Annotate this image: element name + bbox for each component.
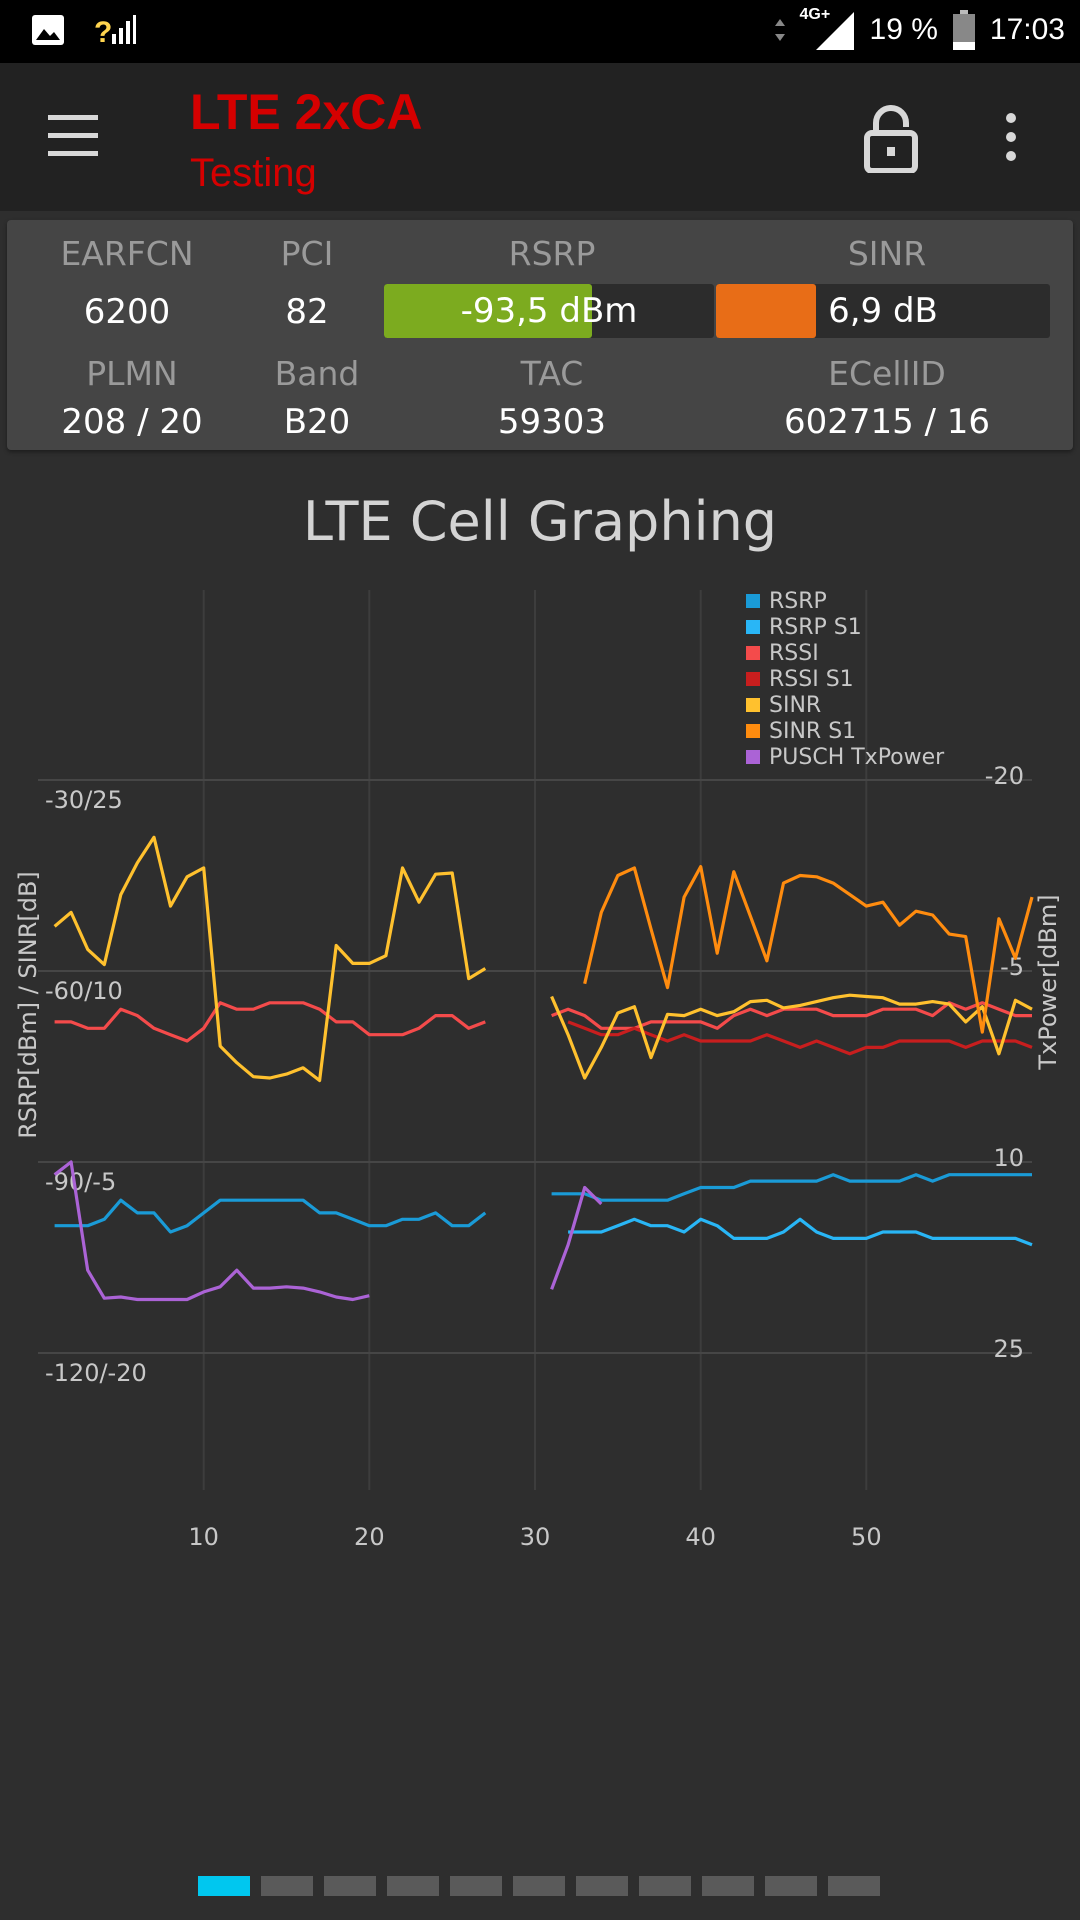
page-indicator-dot[interactable] (198, 1876, 250, 1896)
data-activity-icon (774, 19, 785, 41)
legend-entry: RSSI S1 (769, 667, 854, 692)
page-indicator-dot[interactable] (765, 1876, 817, 1896)
legend-swatch (746, 646, 760, 660)
status-bar: ? 4G+ 19 % 17:03 (0, 0, 1080, 63)
x-tick-label: 10 (188, 1523, 219, 1551)
legend-swatch (746, 620, 760, 634)
series-line-sinr (550, 993, 1033, 1080)
page-indicator-dot[interactable] (450, 1876, 502, 1896)
page-indicator-dot[interactable] (576, 1876, 628, 1896)
plmn-value: 208 / 20 (61, 402, 203, 442)
sinr-label: SINR (847, 234, 927, 273)
cell-info-panel: EARFCN PCI RSRP SINR 6200 82 -93,5 dBm 6… (7, 220, 1073, 450)
page-indicator-dot[interactable] (324, 1876, 376, 1896)
x-tick-label: 20 (354, 1523, 385, 1551)
app-title: LTE 2xCA (190, 84, 423, 140)
rsrp-label: RSRP (508, 234, 596, 273)
x-tick-label: 30 (520, 1523, 551, 1551)
legend-swatch (746, 750, 760, 764)
x-tick-label: 40 (685, 1523, 716, 1551)
clock: 17:03 (989, 13, 1065, 46)
more-options-icon[interactable] (1006, 113, 1026, 161)
legend-entry: RSSI (769, 641, 819, 666)
chart-area: -30/25 -60/10 -90/-5 -120/-20 -20 -5 10 25 10 20 3… (0, 580, 1080, 1560)
x-tick-label: 50 (851, 1523, 882, 1551)
y-tick-label: -30/25 (45, 786, 123, 814)
app-bar: LTE 2xCA Testing (0, 63, 1080, 211)
series-line-rsrp (551, 1173, 1032, 1202)
svg-text:?: ? (94, 16, 112, 48)
plmn-label: PLMN (86, 354, 178, 393)
legend-entry: RSRP (769, 589, 827, 614)
cellular-signal-icon (815, 12, 854, 50)
tac-value: 59303 (497, 402, 607, 442)
y2-tick-label: -5 (1000, 953, 1024, 981)
battery-icon (952, 10, 975, 50)
y-tick-label: -60/10 (45, 977, 123, 1005)
legend-swatch (746, 724, 760, 738)
chart-title: LTE Cell Graphing (302, 490, 778, 553)
y2-tick-label: 25 (993, 1335, 1024, 1363)
series-line-sinr-s1 (583, 864, 1034, 1034)
series-line-pusch-txpower (53, 1160, 370, 1302)
legend-swatch (746, 698, 760, 712)
page-indicator (198, 1876, 880, 1896)
unlock-icon[interactable] (862, 105, 920, 173)
series-line-pusch-txpower (550, 1185, 603, 1290)
page-indicator-dot[interactable] (387, 1876, 439, 1896)
band-value: B20 (283, 402, 351, 442)
no-sim-signal-icon: ? (94, 15, 136, 48)
legend-swatch (746, 594, 760, 608)
series-line-rssi (54, 1001, 486, 1043)
page-indicator-dot[interactable] (261, 1876, 313, 1896)
legend-swatch (746, 672, 760, 686)
series-line-rsrp-s1 (568, 1217, 1033, 1247)
battery-percent: 19 % (869, 13, 938, 46)
ecellid-value: 602715 / 16 (783, 402, 991, 442)
band-label: Band (274, 354, 360, 393)
legend-entry: SINR (769, 693, 821, 718)
rsrp-meter: -93,5 dBm (384, 284, 714, 338)
pci-value: 82 (285, 292, 329, 332)
earfcn-label: EARFCN (60, 234, 194, 273)
menu-icon[interactable] (48, 115, 98, 157)
y2-axis-label: TxPower[dBm] (1034, 894, 1062, 1070)
network-type-label: 4G+ (799, 6, 831, 23)
page-indicator-dot[interactable] (639, 1876, 691, 1896)
rsrp-value: -93,5 dBm (460, 291, 638, 331)
y2-tick-label: 10 (993, 1144, 1024, 1172)
sinr-meter: 6,9 dB (716, 284, 1050, 338)
sinr-meter-fill (716, 284, 817, 338)
gallery-notification-icon (32, 15, 64, 45)
ecellid-label: ECellID (828, 354, 946, 393)
y2-tick-label: -20 (985, 762, 1024, 790)
y-tick-label: -120/-20 (45, 1359, 147, 1387)
app-subtitle: Testing (190, 151, 317, 195)
sinr-value: 6,9 dB (828, 291, 938, 331)
legend-entry: RSRP S1 (769, 615, 862, 640)
series-line-sinr (53, 835, 487, 1083)
legend-entry: SINR S1 (769, 719, 856, 744)
legend-entry: PUSCH TxPower (769, 745, 945, 770)
page-indicator-dot[interactable] (513, 1876, 565, 1896)
page-indicator-dot[interactable] (702, 1876, 754, 1896)
tac-label: TAC (520, 354, 584, 393)
y-axis-label: RSRP[dBm] / SINR[dB] (14, 871, 42, 1139)
pci-label: PCI (280, 234, 334, 273)
series-line-rssi-s1 (567, 1020, 1033, 1056)
earfcn-value: 6200 (83, 292, 171, 332)
series-line-rsrp (54, 1198, 487, 1234)
page-indicator-dot[interactable] (828, 1876, 880, 1896)
rsrp-meter-fill (384, 284, 592, 338)
